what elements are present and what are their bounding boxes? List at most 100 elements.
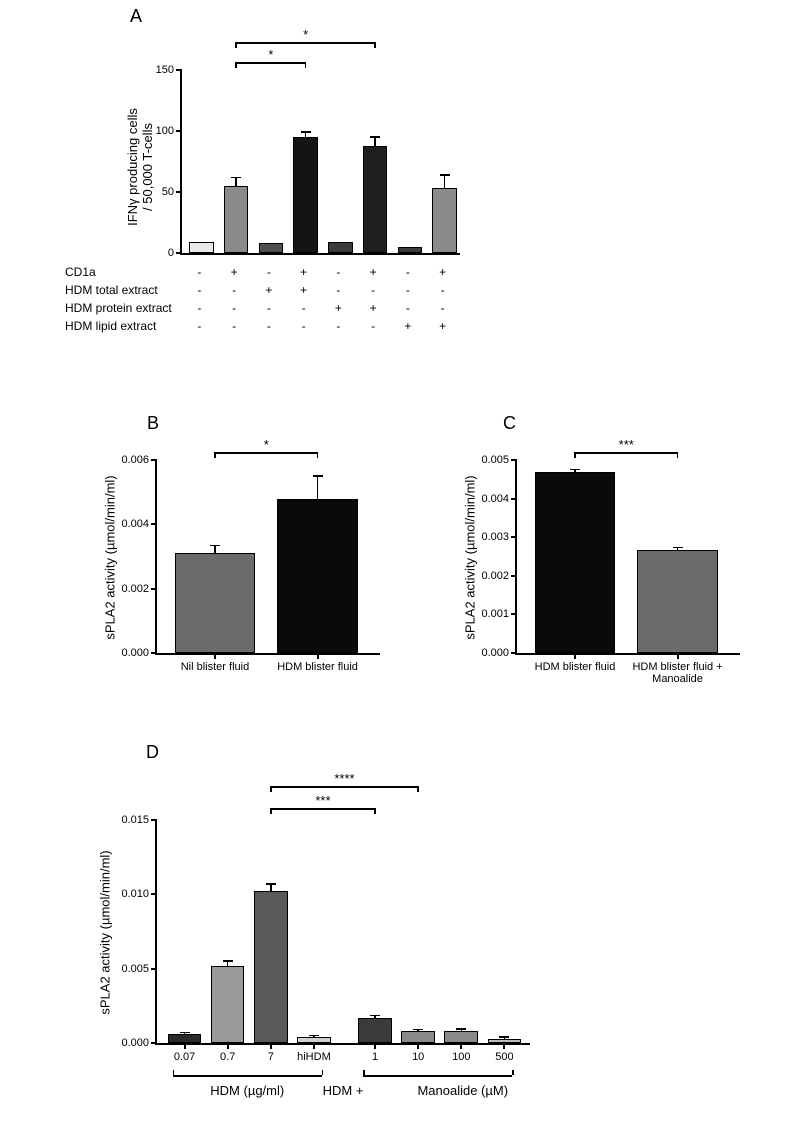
group-bracket-tick <box>512 1070 514 1075</box>
sig-tick <box>317 452 319 458</box>
x-tick <box>574 653 576 659</box>
sig-bracket <box>215 452 318 454</box>
y-tick <box>511 652 517 654</box>
condition-cell: - <box>197 301 201 315</box>
bar <box>254 891 288 1043</box>
condition-cell: - <box>232 319 236 333</box>
y-tick <box>151 459 157 461</box>
condition-cell: - <box>371 319 375 333</box>
condition-cell: - <box>197 319 201 333</box>
bar <box>398 247 422 253</box>
y-tick <box>176 130 182 132</box>
x-label: 0.7 <box>220 1051 235 1063</box>
x-tick <box>227 1043 229 1049</box>
y-tick <box>511 575 517 577</box>
panel-a-label: A <box>130 6 142 27</box>
panel-c-plot: 0.0000.0010.0020.0030.0040.005HDM bliste… <box>515 460 740 655</box>
bar <box>277 499 357 653</box>
y-tick <box>151 652 157 654</box>
y-tick <box>151 893 157 895</box>
condition-cell: + <box>335 301 342 315</box>
condition-cell: - <box>232 283 236 297</box>
condition-cell: - <box>441 283 445 297</box>
error-cap <box>210 545 220 547</box>
panel-d-plot: 0.0000.0050.0100.0150.070.77hiHDM1101005… <box>155 820 530 1045</box>
y-tick <box>151 1042 157 1044</box>
error-cap <box>499 1036 509 1038</box>
group-bracket-tick <box>363 1070 365 1075</box>
y-tick-label: 0.004 <box>121 518 149 530</box>
x-label: 10 <box>412 1051 424 1063</box>
y-tick-label: 0.000 <box>481 647 509 659</box>
sig-label: * <box>264 437 269 452</box>
condition-cell: - <box>371 283 375 297</box>
sig-tick <box>374 42 376 48</box>
x-tick <box>317 653 319 659</box>
y-tick-label: 50 <box>162 186 174 198</box>
condition-cell: - <box>336 265 340 279</box>
condition-cell: - <box>302 319 306 333</box>
error-bar <box>444 175 446 188</box>
condition-cell: + <box>300 265 307 279</box>
condition-cell: - <box>197 265 201 279</box>
bar <box>211 966 245 1043</box>
y-tick <box>511 613 517 615</box>
sig-tick <box>270 808 272 814</box>
error-cap <box>413 1029 423 1031</box>
sig-tick <box>214 452 216 458</box>
condition-cell: - <box>267 265 271 279</box>
error-cap <box>301 131 311 133</box>
x-tick <box>503 1043 505 1049</box>
y-tick-label: 0.005 <box>121 963 149 975</box>
x-label: Nil blister fluid <box>160 661 270 673</box>
panel-b-chart: 0.0000.0020.0040.006Nil blister fluidHDM… <box>70 430 400 710</box>
x-tick <box>214 653 216 659</box>
sig-tick <box>235 62 237 68</box>
condition-cell: + <box>265 283 272 297</box>
bar <box>363 146 387 253</box>
bar <box>175 553 255 653</box>
error-cap <box>440 174 450 176</box>
y-tick <box>176 252 182 254</box>
group-bracket <box>173 1075 322 1077</box>
y-tick <box>176 69 182 71</box>
y-tick-label: 0.000 <box>121 1037 149 1049</box>
y-tick-label: 0.003 <box>481 531 509 543</box>
y-tick-label: 0.015 <box>121 814 149 826</box>
x-tick <box>184 1043 186 1049</box>
panel-d-chart: 0.0000.0050.0100.0150.070.77hiHDM1101005… <box>60 760 620 1120</box>
panel-d-yaxis: sPLA2 activity (µmol/min/ml) <box>98 818 113 1048</box>
error-cap <box>456 1028 466 1030</box>
y-tick-label: 100 <box>156 125 174 137</box>
panel-a-plot: 050100150** <box>180 70 460 255</box>
x-label: 1 <box>372 1051 378 1063</box>
panel-c-yaxis: sPLA2 activity (µmol/min/ml) <box>463 448 478 668</box>
error-cap <box>309 1035 319 1037</box>
y-tick-label: 0.004 <box>481 493 509 505</box>
panel-c-chart: 0.0000.0010.0020.0030.0040.005HDM bliste… <box>430 430 760 710</box>
condition-cell: - <box>406 265 410 279</box>
y-tick <box>151 819 157 821</box>
condition-cell: + <box>370 301 377 315</box>
y-tick-label: 0.002 <box>121 583 149 595</box>
bar <box>328 242 352 253</box>
condition-cell: - <box>197 283 201 297</box>
condition-cell: - <box>406 301 410 315</box>
x-label: 100 <box>452 1051 470 1063</box>
bar <box>401 1031 435 1043</box>
panel-a-chart: 050100150** IFNγ producing cells / 50,00… <box>100 30 520 360</box>
y-tick-label: 0.000 <box>121 647 149 659</box>
x-label: HDM blister fluid <box>263 661 373 673</box>
y-label-line1: IFNγ producing cells <box>125 108 140 226</box>
panel-a-yaxis: IFNγ producing cells / 50,000 T-cells <box>125 67 155 267</box>
error-cap <box>570 469 580 471</box>
error-cap <box>180 1032 190 1034</box>
error-bar <box>374 137 376 146</box>
x-label: hiHDM <box>297 1051 331 1063</box>
bar <box>189 242 213 253</box>
condition-cell: - <box>336 283 340 297</box>
condition-row-label: HDM total extract <box>65 283 158 297</box>
condition-cell: + <box>439 265 446 279</box>
y-tick <box>151 968 157 970</box>
condition-cell: - <box>406 283 410 297</box>
